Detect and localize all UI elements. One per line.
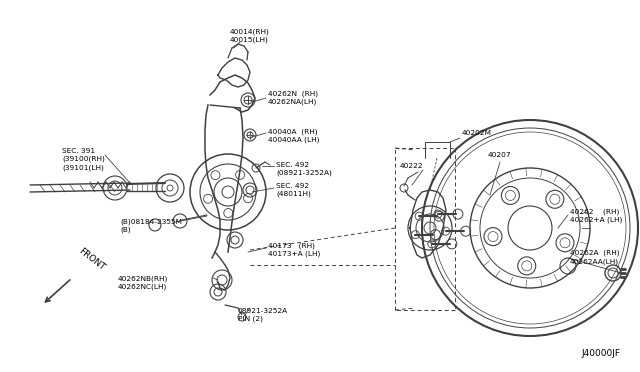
Text: SEC. 492
(48011H): SEC. 492 (48011H) xyxy=(276,183,311,197)
Text: SEC. 492
(08921-3252A): SEC. 492 (08921-3252A) xyxy=(276,162,332,176)
Text: 40040A  (RH)
40040AA (LH): 40040A (RH) 40040AA (LH) xyxy=(268,128,319,143)
Text: 40262N  (RH)
40262NA(LH): 40262N (RH) 40262NA(LH) xyxy=(268,90,318,105)
Text: (B)08184-2355M
(B): (B)08184-2355M (B) xyxy=(120,218,182,233)
Text: 40202M: 40202M xyxy=(462,130,492,136)
Text: 40173   (RH)
40173+A (LH): 40173 (RH) 40173+A (LH) xyxy=(268,242,321,257)
Text: 40262A  (RH)
40262AA(LH): 40262A (RH) 40262AA(LH) xyxy=(570,250,620,265)
Text: 40207: 40207 xyxy=(488,152,511,158)
Text: 40262    (RH)
40262+A (LH): 40262 (RH) 40262+A (LH) xyxy=(570,208,622,223)
Text: 40222: 40222 xyxy=(400,163,424,169)
Text: 40014(RH)
40015(LH): 40014(RH) 40015(LH) xyxy=(230,28,270,43)
Text: FRONT: FRONT xyxy=(77,246,107,272)
Text: 40262NB(RH)
40262NC(LH): 40262NB(RH) 40262NC(LH) xyxy=(118,275,168,290)
Text: J40000JF: J40000JF xyxy=(581,349,620,358)
Text: SEC. 391
(39100(RH)
(39101(LH): SEC. 391 (39100(RH) (39101(LH) xyxy=(62,148,105,170)
Text: 08921-3252A
PIN (2): 08921-3252A PIN (2) xyxy=(238,308,288,322)
